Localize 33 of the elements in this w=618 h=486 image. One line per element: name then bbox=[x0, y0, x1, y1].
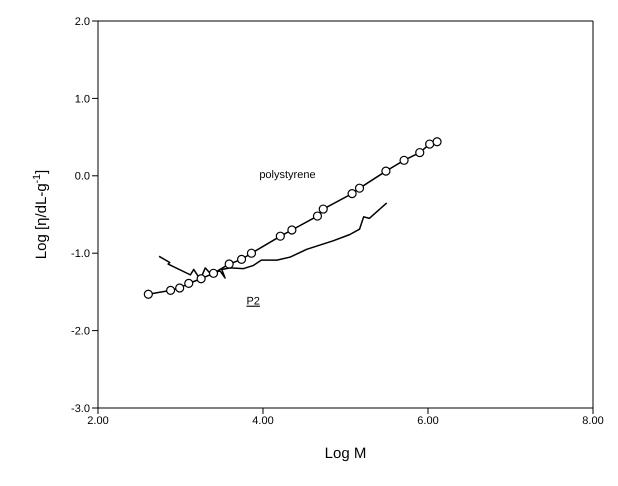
point bbox=[144, 290, 153, 299]
y-tick-label: 2.0 bbox=[74, 16, 90, 28]
y-tick-label: -1.0 bbox=[71, 248, 90, 260]
point bbox=[318, 204, 328, 214]
point bbox=[196, 274, 206, 284]
point bbox=[184, 278, 194, 288]
point bbox=[175, 283, 184, 293]
point bbox=[224, 259, 234, 269]
point bbox=[276, 232, 285, 241]
point bbox=[399, 156, 409, 165]
point bbox=[166, 286, 176, 295]
point bbox=[312, 211, 322, 221]
y-tick-label: -3.0 bbox=[71, 402, 90, 415]
x-tick-label: 6.00 bbox=[417, 414, 439, 427]
point bbox=[354, 184, 364, 193]
y-tick-label: 0.0 bbox=[74, 170, 90, 183]
point bbox=[287, 225, 296, 235]
x-tick-label: 2.00 bbox=[87, 414, 109, 427]
point bbox=[208, 268, 218, 278]
y-tick-label: 1.0 bbox=[74, 93, 90, 106]
point bbox=[415, 148, 424, 158]
x-axis-title: Log M bbox=[324, 445, 366, 462]
point bbox=[432, 137, 442, 146]
point bbox=[246, 248, 256, 258]
y-tick-label: -2.0 bbox=[71, 326, 90, 338]
text: P2 bbox=[246, 296, 260, 308]
x-tick-label: 4.00 bbox=[252, 414, 274, 427]
point bbox=[425, 139, 434, 149]
text: polystyrene bbox=[259, 169, 316, 182]
x-tick-label: 8.00 bbox=[582, 414, 604, 427]
point bbox=[236, 254, 246, 264]
point bbox=[348, 189, 357, 198]
point bbox=[381, 166, 391, 176]
